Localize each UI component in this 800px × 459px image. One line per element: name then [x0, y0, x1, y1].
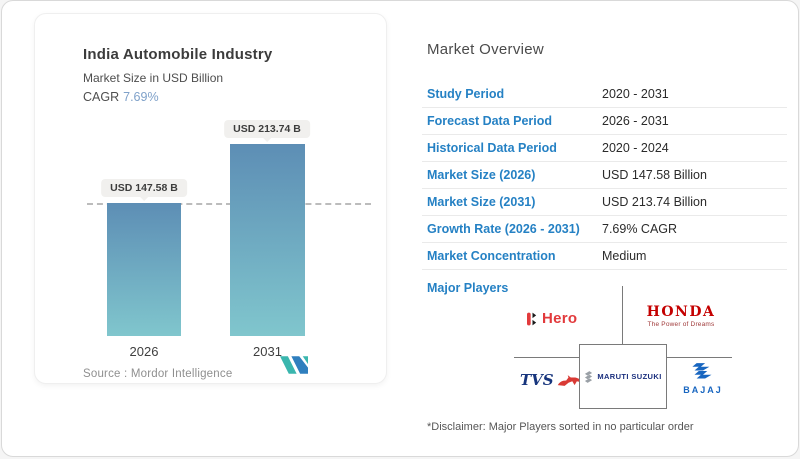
tvs-wordmark: TVS	[520, 371, 554, 389]
table-row-market-size-2031: Market Size (2031) USD 213.74 Billion	[422, 189, 787, 216]
player-logo-maruti-box: MARUTI SUZUKI	[579, 344, 667, 409]
cagr-value: 7.69%	[123, 90, 159, 104]
bar-2031	[230, 144, 305, 336]
player-logo-tvs: TVS	[520, 371, 583, 389]
tvs-horse-icon	[557, 374, 582, 386]
overview-heading: Market Overview	[427, 41, 545, 58]
player-logo-hero: Hero	[527, 310, 577, 327]
player-logo-bajaj: BAJAJ	[674, 362, 732, 395]
cagr-label: CAGR	[83, 90, 120, 104]
market-size-chart-card: India Automobile Industry Market Size in…	[34, 13, 387, 384]
row-label: Study Period	[427, 87, 505, 101]
chart-subtitle: Market Size in USD Billion	[83, 71, 224, 85]
hero-wordmark: Hero	[542, 310, 578, 327]
disclaimer-text: *Disclaimer: Major Players sorted in no …	[427, 421, 694, 433]
row-label: Market Concentration	[427, 249, 556, 263]
chart-cagr-line: CAGR 7.69%	[83, 90, 159, 104]
bar-value-label-2026: USD 147.58 B	[101, 179, 187, 197]
connector-left-line	[514, 357, 579, 358]
row-label: Forecast Data Period	[427, 114, 553, 128]
reference-dashed-line	[87, 203, 371, 205]
row-value: 2020 - 2031	[602, 87, 669, 101]
hero-emblem-icon	[527, 312, 537, 325]
row-label: Historical Data Period	[427, 141, 557, 155]
bajaj-wings-icon	[692, 363, 712, 379]
table-row-forecast-period: Forecast Data Period 2026 - 2031	[422, 108, 787, 135]
table-row-growth-rate: Growth Rate (2026 - 2031) 7.69% CAGR	[422, 216, 787, 243]
table-row-study-period: Study Period 2020 - 2031	[422, 81, 787, 108]
row-value: 2026 - 2031	[602, 114, 669, 128]
x-axis-label-2031: 2031	[253, 344, 282, 359]
bar-value-label-2031: USD 213.74 B	[224, 120, 310, 138]
player-logo-honda: HONDA The Power of Dreams	[638, 304, 724, 328]
x-axis-label-2026: 2026	[129, 344, 159, 359]
major-players-label: Major Players	[427, 281, 509, 295]
connector-right-line	[667, 357, 732, 358]
row-value: USD 213.74 Billion	[602, 195, 707, 209]
row-label: Market Size (2026)	[427, 168, 536, 182]
maruti-wordmark: MARUTI SUZUKI	[597, 372, 662, 381]
connector-vertical-line	[622, 286, 623, 344]
mordor-intelligence-logo-icon	[280, 356, 308, 374]
table-row-historical-period: Historical Data Period 2020 - 2024	[422, 135, 787, 162]
bajaj-wordmark: BAJAJ	[683, 385, 723, 395]
row-value: 2020 - 2024	[602, 141, 669, 155]
player-logo-maruti: MARUTI SUZUKI	[584, 370, 662, 383]
overview-table: Study Period 2020 - 2031 Forecast Data P…	[422, 81, 787, 270]
suzuki-s-icon	[585, 370, 593, 383]
chart-title: India Automobile Industry	[83, 46, 273, 63]
row-label: Growth Rate (2026 - 2031)	[427, 222, 580, 236]
row-value: USD 147.58 Billion	[602, 168, 707, 182]
row-label: Market Size (2031)	[427, 195, 536, 209]
table-row-market-concentration: Market Concentration Medium	[422, 243, 787, 270]
table-row-market-size-2026: Market Size (2026) USD 147.58 Billion	[422, 162, 787, 189]
row-value: 7.69% CAGR	[602, 222, 678, 236]
row-value: Medium	[602, 249, 647, 263]
source-attribution: Source : Mordor Intelligence	[83, 368, 233, 380]
honda-tagline: The Power of Dreams	[647, 321, 715, 328]
bar-2026	[107, 203, 181, 336]
honda-wordmark: HONDA	[646, 304, 716, 320]
